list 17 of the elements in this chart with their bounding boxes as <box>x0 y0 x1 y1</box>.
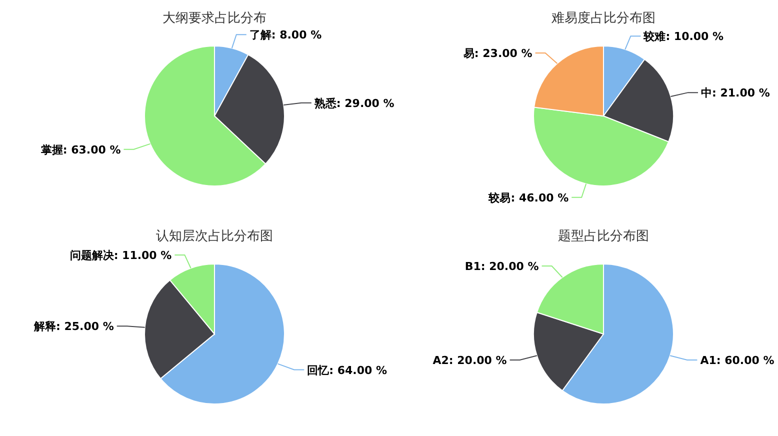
slice-label: 易: 23.00 % <box>462 46 532 60</box>
slice-label: 较易: 46.00 % <box>488 191 569 204</box>
chart-title: 难易度占比分布图 <box>550 10 656 26</box>
slice-label: 问题解决: 11.00 % <box>70 248 172 262</box>
chart-title: 题型占比分布图 <box>558 229 649 244</box>
slice-label: 熟悉: 29.00 % <box>313 96 394 110</box>
slice-label: 回忆: 64.00 % <box>307 364 387 377</box>
slice-label: 了解: 8.00 % <box>249 28 322 42</box>
chart-title: 大纲要求占比分布 <box>162 11 266 26</box>
slice-label: 较难: 10.00 % <box>642 30 724 44</box>
slice-label: 中: 21.00 % <box>701 86 770 100</box>
slice-label: A2: 20.00 % <box>432 354 507 367</box>
slice-label: B1: 20.00 % <box>464 260 539 274</box>
chart-title: 认知层次占比分布图 <box>156 229 273 244</box>
slice-label: 解释: 25.00 % <box>33 320 114 334</box>
slice-label: 掌握: 63.00 % <box>40 143 121 156</box>
slice-label: A1: 60.00 % <box>700 354 774 367</box>
